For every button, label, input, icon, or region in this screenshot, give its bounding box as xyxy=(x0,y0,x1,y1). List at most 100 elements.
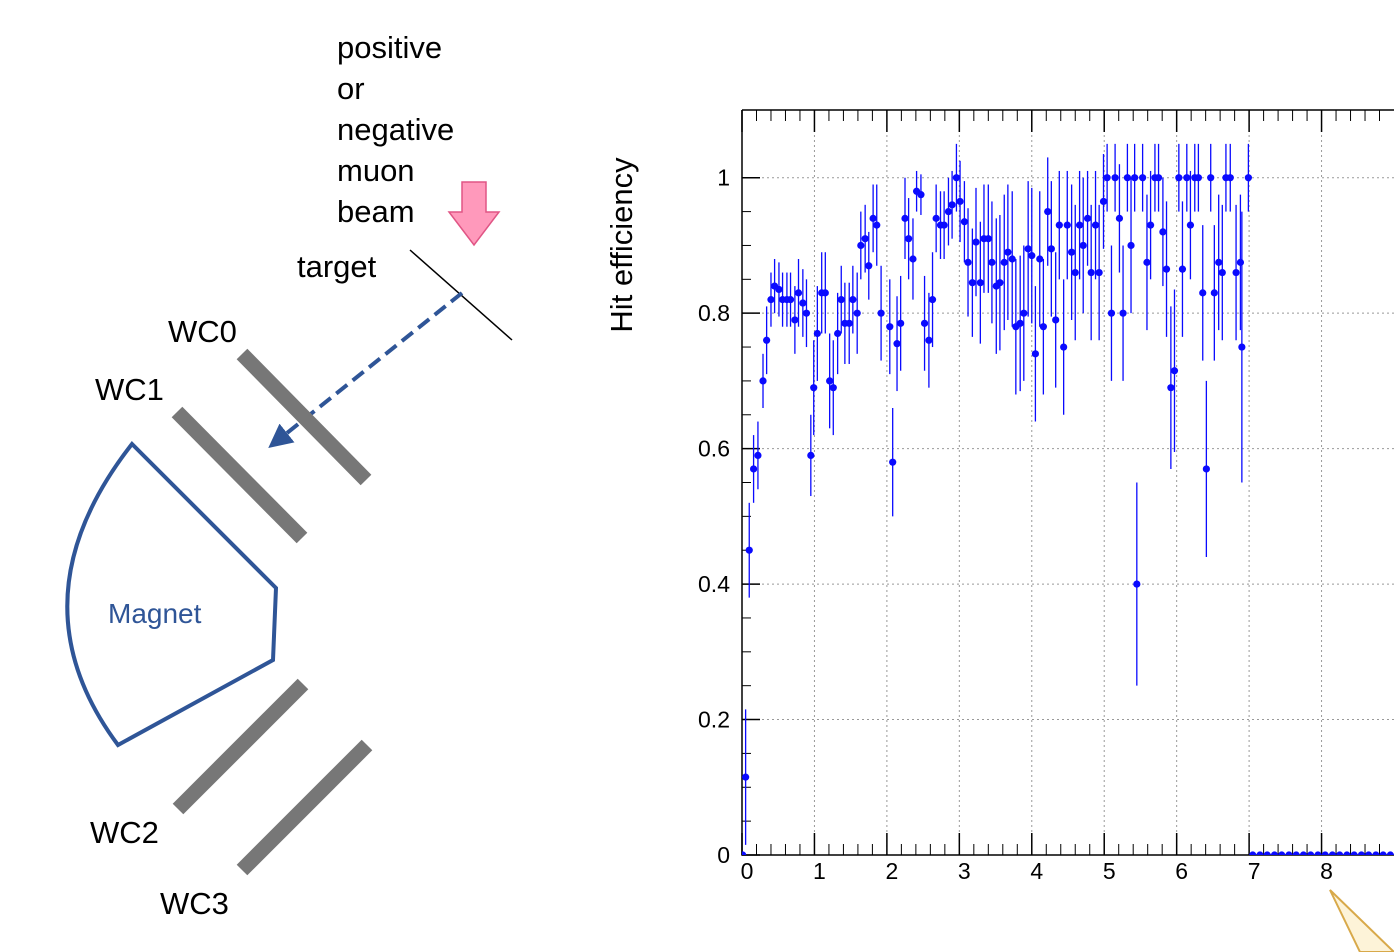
data-point xyxy=(1020,309,1028,317)
data-point xyxy=(968,279,976,287)
x-tick-label: 3 xyxy=(958,858,971,884)
data-point xyxy=(749,465,758,473)
x-tick-label: 4 xyxy=(1030,858,1043,884)
data-point xyxy=(1146,221,1155,229)
data-point xyxy=(1183,174,1191,182)
data-point xyxy=(952,174,961,182)
magnet-label: Magnet xyxy=(108,598,202,629)
chamber-label: WC1 xyxy=(95,372,164,407)
data-point xyxy=(897,319,905,327)
y-tick-label: 0.2 xyxy=(698,707,730,733)
data-point xyxy=(853,309,861,317)
chamber xyxy=(236,739,373,876)
data-point xyxy=(1087,268,1095,277)
chamber xyxy=(171,406,308,544)
data-point xyxy=(1131,174,1139,182)
data-point xyxy=(821,289,829,297)
data-point xyxy=(1256,851,1264,855)
data-point xyxy=(1386,851,1394,855)
data-point xyxy=(1055,221,1063,229)
data-point xyxy=(1103,174,1111,182)
data-point xyxy=(849,296,857,304)
data-point xyxy=(932,214,940,222)
data-point xyxy=(1063,221,1071,229)
data-point xyxy=(1175,174,1183,182)
data-point xyxy=(1036,255,1044,263)
data-point xyxy=(1270,851,1279,855)
x-tick-label: 7 xyxy=(1248,858,1261,884)
data-point xyxy=(1039,323,1047,331)
magnet xyxy=(65,440,279,748)
beam-label: or xyxy=(337,71,365,106)
x-tick-label: 5 xyxy=(1103,858,1116,884)
data-point xyxy=(807,451,815,460)
data-point xyxy=(1321,851,1329,855)
data-point xyxy=(1336,851,1344,855)
y-tick-label: 0.6 xyxy=(698,436,730,462)
data-point xyxy=(1238,343,1246,351)
x-tick-label: 2 xyxy=(885,858,898,884)
data-point xyxy=(976,279,984,287)
data-point xyxy=(1278,851,1286,855)
data-point xyxy=(873,221,881,229)
y-tick-label: 1 xyxy=(717,165,730,191)
chart: 0 0.2 0.4 0.6 0.8 1 0 1 2 3 4 5 6 7 8 Hit efficiency xyxy=(604,109,1394,884)
data-point xyxy=(802,309,811,317)
data-point xyxy=(754,451,762,460)
data-point xyxy=(1083,214,1092,222)
data-point xyxy=(799,299,807,307)
data-point xyxy=(1202,465,1210,473)
x-tick-label: 0 xyxy=(741,858,754,884)
data-point xyxy=(996,279,1004,287)
data-point xyxy=(794,289,803,297)
data-point xyxy=(984,235,992,243)
data-point xyxy=(920,319,929,327)
data-point xyxy=(745,546,753,554)
data-point xyxy=(1095,268,1103,277)
data-point xyxy=(786,296,795,304)
data-point xyxy=(1372,851,1380,855)
data-point xyxy=(829,384,837,392)
x-tick-label: 1 xyxy=(813,858,826,884)
y-tick-label: 0 xyxy=(717,842,730,868)
data-point xyxy=(1071,268,1079,277)
plot-area xyxy=(742,110,1394,855)
data-point xyxy=(1107,309,1116,317)
data-point xyxy=(869,214,877,222)
data-point xyxy=(944,207,953,216)
data-point xyxy=(948,201,956,209)
decoration xyxy=(1329,889,1394,952)
data-point xyxy=(1099,197,1108,206)
data-point xyxy=(1154,174,1163,182)
data-point xyxy=(1199,289,1207,297)
chamber xyxy=(172,678,309,815)
data-point xyxy=(1068,248,1076,256)
data-point xyxy=(1226,174,1234,182)
data-point xyxy=(1119,309,1127,317)
data-point xyxy=(1133,580,1141,588)
data-point xyxy=(960,218,969,226)
beam-label: muon xyxy=(337,153,415,188)
x-tick-label: 8 xyxy=(1320,858,1333,884)
data-point xyxy=(1236,258,1245,266)
data-point xyxy=(877,309,885,317)
data-point xyxy=(886,323,894,331)
chamber-label: WC0 xyxy=(168,314,237,349)
data-layer xyxy=(742,143,1394,855)
data-point xyxy=(775,285,783,294)
data-point xyxy=(1215,258,1223,266)
data-point xyxy=(1263,851,1271,855)
data-point xyxy=(1123,174,1132,182)
data-point xyxy=(1047,245,1055,253)
data-point xyxy=(767,296,775,304)
data-point xyxy=(865,262,873,270)
data-point xyxy=(1075,221,1084,229)
data-point xyxy=(988,258,996,266)
data-point xyxy=(1244,174,1252,182)
data-point xyxy=(1285,851,1293,855)
data-point xyxy=(810,384,818,392)
beam-label: negative xyxy=(337,112,454,147)
data-point xyxy=(1314,851,1322,855)
beam-arrow xyxy=(447,181,501,247)
y-tick-label: 0.4 xyxy=(698,571,730,597)
